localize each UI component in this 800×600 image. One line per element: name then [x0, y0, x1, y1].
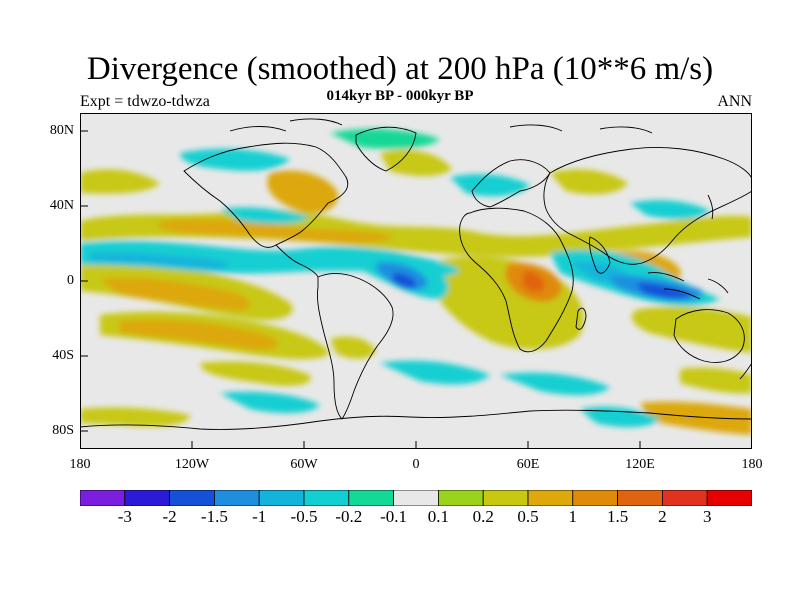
lon-label-180w: 180	[69, 457, 91, 472]
coastline-north-america	[183, 142, 349, 248]
positive-region	[380, 149, 452, 176]
colorbar-swatch	[124, 490, 170, 506]
coastline-australia	[673, 309, 745, 363]
colorbar-swatch	[662, 490, 708, 506]
positive-region	[120, 319, 279, 350]
colorbar-label: -0.5	[290, 507, 318, 526]
period-label: ANN	[717, 93, 752, 110]
positive-region	[550, 169, 628, 195]
negative-region	[380, 360, 490, 385]
positive-region	[330, 336, 376, 359]
positive-region	[522, 271, 545, 292]
colorbar-swatch	[303, 490, 350, 506]
coastline-arctic-islands	[229, 118, 653, 134]
positive-region	[631, 306, 752, 353]
negative-region	[180, 148, 290, 171]
negative-region	[580, 406, 660, 428]
colorbar-label: 0.1	[427, 507, 450, 526]
colorbar-label: -0.2	[335, 507, 363, 526]
colorbar-swatch	[482, 490, 529, 506]
lat-label-40n: 40N	[49, 198, 74, 213]
colorbar-label: 0.5	[517, 507, 539, 526]
colorbar-swatch	[706, 490, 752, 506]
coastline-india	[589, 236, 611, 274]
positive-region	[80, 169, 160, 194]
colorbar-swatch	[437, 490, 484, 506]
colorbar-label: 0.2	[472, 507, 494, 526]
colorbar-swatch	[572, 490, 618, 506]
coastline-antarctica	[80, 409, 752, 430]
negative-region	[392, 273, 417, 289]
colorbar-label: 1	[568, 507, 578, 526]
negative-region	[220, 207, 310, 224]
coastline-new-zealand	[739, 362, 752, 380]
coastline-south-america	[317, 272, 394, 420]
positive-region	[640, 401, 752, 435]
plot-subtitle: 014kyr BP - 000kyr BP	[326, 88, 474, 104]
positive-region	[200, 361, 311, 386]
coastline-maritime	[647, 272, 729, 300]
coastline-japan	[707, 194, 714, 220]
negative-region	[450, 174, 530, 197]
negative-region	[636, 283, 692, 299]
colorbar	[80, 490, 752, 506]
positive-region	[100, 277, 251, 311]
colorbar-label: -2	[162, 507, 177, 526]
lat-label-80s: 80S	[52, 423, 74, 438]
lon-label-0: 0	[412, 457, 420, 472]
colorbar-swatch	[169, 490, 215, 506]
lat-label-40s: 40S	[52, 348, 74, 363]
colorbar-swatch	[348, 490, 394, 506]
negative-region	[500, 372, 610, 396]
positive-region	[80, 407, 190, 427]
negative-region	[90, 252, 229, 270]
lon-label-60e: 60E	[516, 457, 540, 472]
colorbar-label: -1.5	[200, 507, 228, 526]
coastline-europe	[471, 159, 551, 208]
coastline-africa	[459, 207, 574, 353]
coastline-madagascar	[575, 307, 587, 330]
colorbar-label: -1	[252, 507, 267, 526]
divergence-map	[80, 113, 752, 449]
positive-region	[267, 170, 339, 213]
coastline-asia	[543, 147, 752, 265]
map-ticks	[80, 130, 641, 449]
plot-title: Divergence (smoothed) at 200 hPa (10**6 …	[86, 51, 714, 87]
colorbar-swatch	[617, 490, 663, 506]
positive-region	[680, 367, 752, 394]
colorbar-swatch	[80, 490, 126, 506]
positive-region	[158, 218, 393, 244]
lat-label-80n: 80N	[49, 123, 74, 138]
colorbar-swatch	[258, 490, 305, 506]
colorbar-swatch	[213, 490, 260, 506]
colorbar-swatch	[393, 490, 439, 506]
colorbar-label: 2	[658, 507, 667, 526]
experiment-label: Expt = tdwzo-tdwza	[80, 93, 210, 110]
colorbar-label: -3	[117, 507, 132, 526]
lon-label-180e: 180	[741, 457, 763, 472]
colorbar-label: -0.1	[380, 507, 408, 526]
lon-label-60w: 60W	[290, 457, 318, 472]
colorbar-label: 3	[702, 507, 712, 526]
colorbar-label: 1.5	[606, 507, 629, 526]
coastline-greenland	[355, 126, 417, 172]
colorbar-swatch	[527, 490, 574, 506]
lon-label-120e: 120E	[625, 457, 655, 472]
coastline-central-america	[275, 244, 319, 278]
negative-region	[220, 391, 320, 414]
lat-label-eq: 0	[67, 273, 74, 288]
lon-label-120w: 120W	[174, 457, 210, 472]
negative-region	[630, 200, 710, 220]
coastlines	[80, 118, 752, 430]
